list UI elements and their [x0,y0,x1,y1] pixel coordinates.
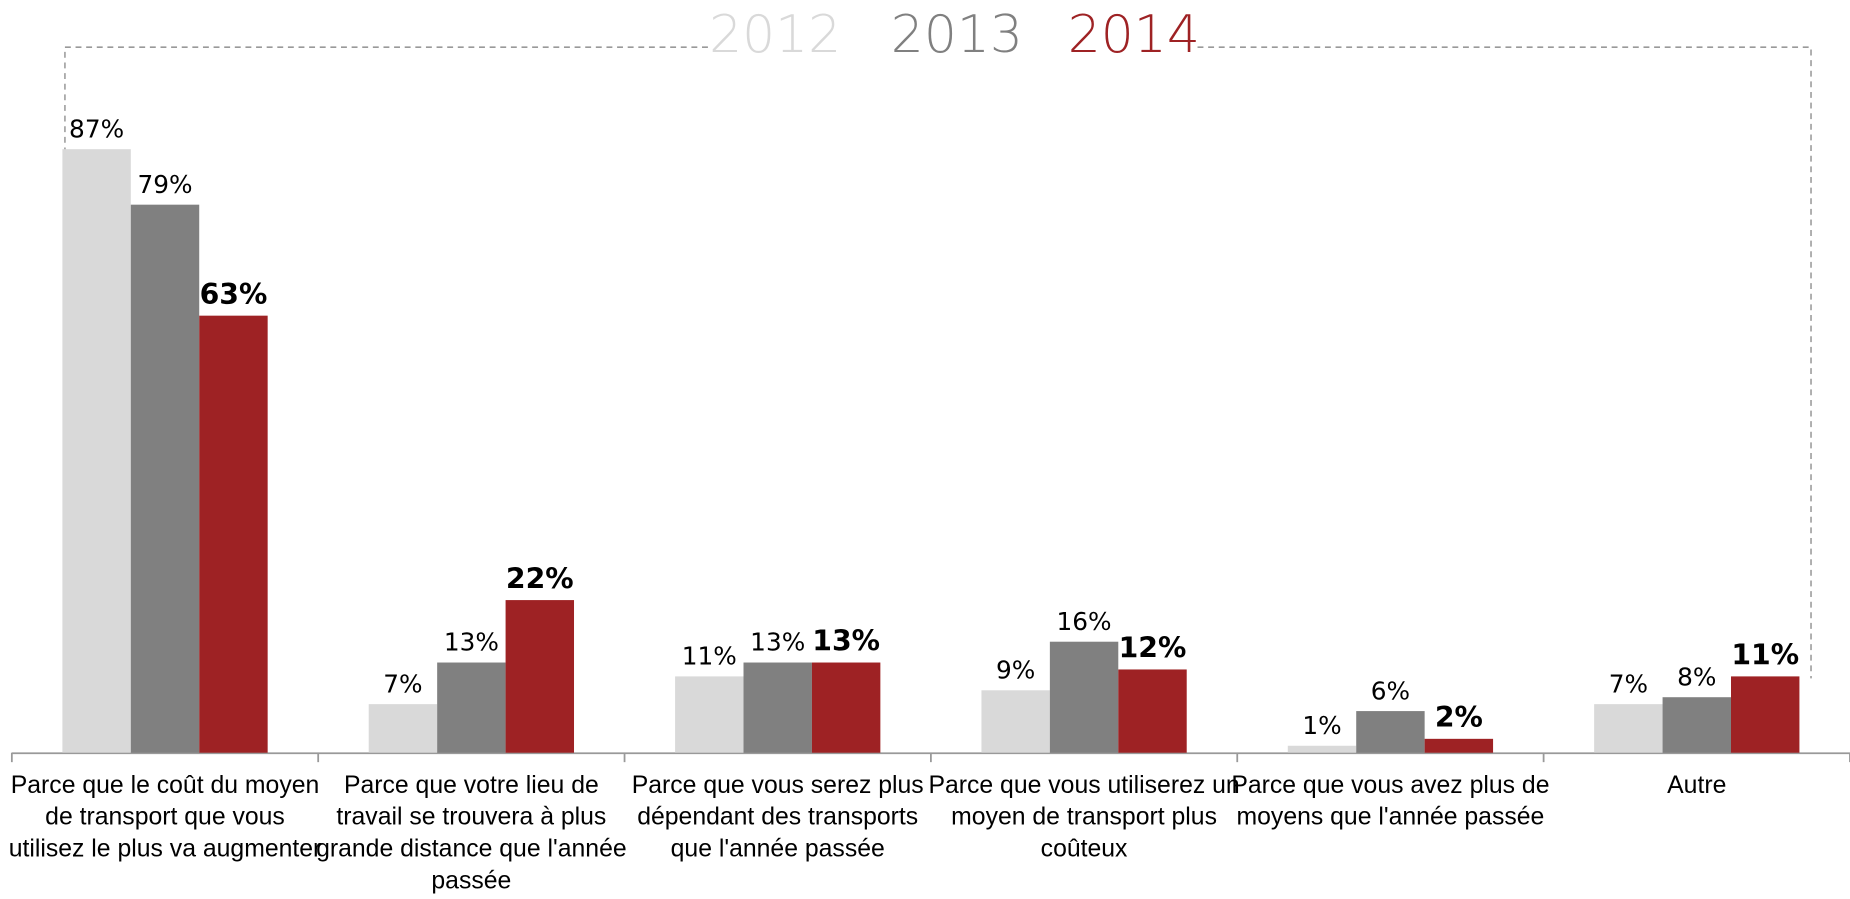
bar [368,704,438,753]
bar [1356,711,1425,753]
x-tick-label: Parce que votre lieu de travail se trouv… [316,771,627,895]
bar [1049,641,1119,753]
data-label: 7% [1609,669,1648,698]
bar [1287,745,1357,753]
bar [675,676,744,753]
bar [1730,676,1800,753]
x-tick-label-box: Autre [1667,771,1727,799]
x-tick-label: Parce que vous serez plus dépendant des … [631,771,924,863]
bar [1118,669,1187,753]
data-label: 12% [1119,632,1187,665]
x-tick-label-box: Parce que vous avez plus de moyens que l… [1231,771,1550,831]
data-label: 8% [1677,662,1716,691]
bar [199,315,268,753]
data-label: 1% [1302,711,1341,740]
bar [743,662,812,753]
x-tick-label: Parce que vous utiliserez un moyen de tr… [928,771,1240,863]
legend-entry: 2012 [709,5,841,65]
x-tick-label-box: Parce que vous utiliserez un moyen de tr… [928,771,1240,863]
legend-entry: 2014 [1068,5,1200,65]
bar [811,662,881,753]
legend-entry: 2013 [891,5,1023,65]
x-tick-label: Autre [1667,771,1727,799]
bar [130,204,200,753]
x-tick-label-box: Parce que votre lieu de travail se trouv… [316,771,627,895]
data-label: 7% [383,669,422,698]
x-tick-label-box: Parce que le coût du moyen de transport … [8,771,322,863]
bar [1424,738,1494,753]
bar [981,690,1050,753]
data-label: 13% [750,628,805,657]
x-tick-label: Parce que vous avez plus de moyens que l… [1231,771,1550,831]
bar [437,662,506,753]
data-label: 22% [506,562,574,595]
data-label: 63% [200,278,268,311]
legend-bracket [64,46,1812,679]
data-label: 9% [996,655,1035,684]
x-tick-label-box: Parce que vous serez plus dépendant des … [631,771,924,863]
data-label: 2% [1435,701,1483,734]
bar [505,600,575,753]
data-label: 13% [812,625,880,658]
data-label: 6% [1371,676,1410,705]
data-label: 13% [444,628,499,657]
bar [1662,697,1731,753]
x-tick-label: Parce que le coût du moyen de transport … [8,771,322,863]
data-label: 11% [1731,639,1799,672]
bar [62,149,131,753]
bar [1594,704,1663,753]
data-label: 16% [1057,607,1112,636]
data-label: 87% [69,114,124,143]
data-label: 79% [137,170,192,199]
data-label: 11% [682,642,737,671]
